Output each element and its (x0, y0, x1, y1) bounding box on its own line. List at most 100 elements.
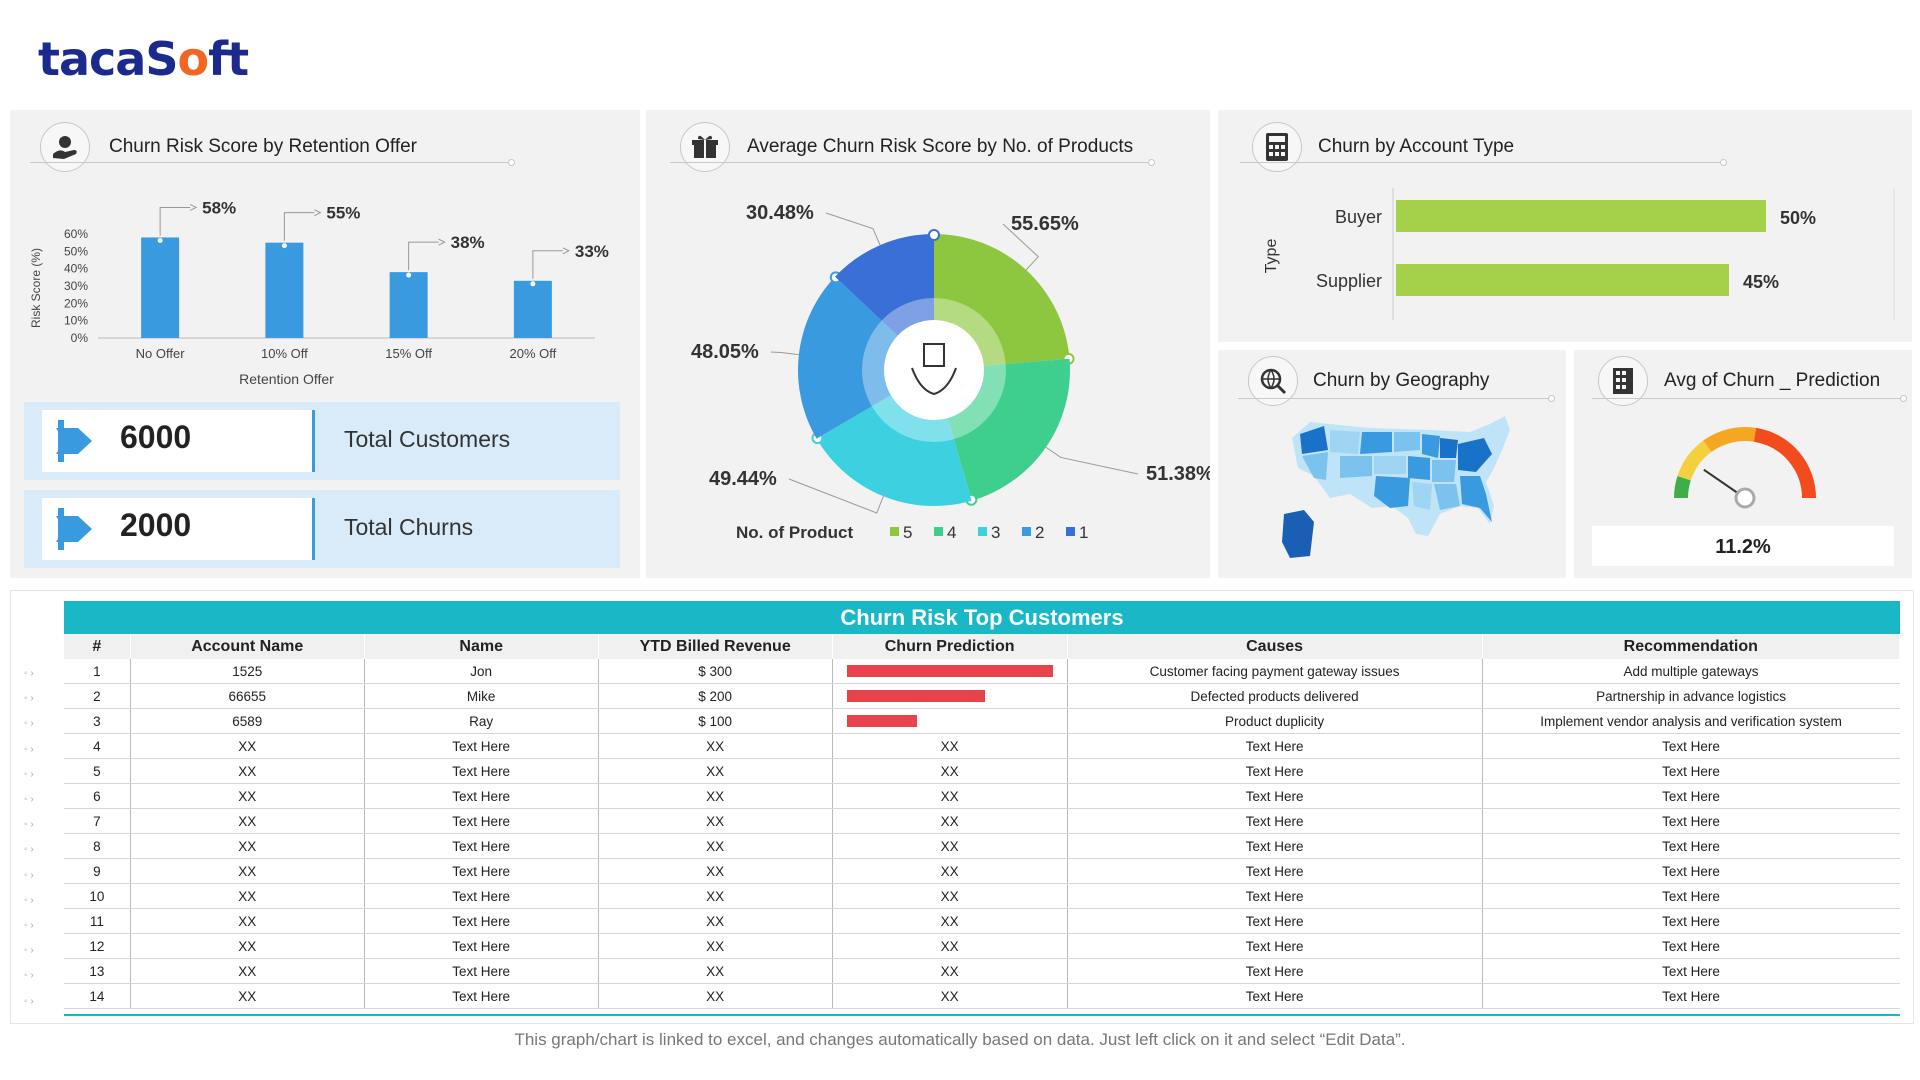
cell-recommendation: Text Here (1482, 958, 1900, 984)
table-row[interactable]: 8 XX Text Here XX XX Text Here Text Here (64, 833, 1900, 859)
row-expand-handle[interactable]: ◦ › (24, 970, 34, 982)
row-expand-handle[interactable]: ◦ › (24, 743, 34, 755)
us-region (1432, 460, 1456, 482)
retention-chart: 60% 50% 40% 30% 20% 10% 0% Risk Score (%) 58% No … (29, 198, 609, 387)
pie-callout-line (1045, 446, 1139, 475)
pie-callout-line (770, 351, 799, 356)
kpi-value: 6000 (120, 419, 192, 455)
us-region (1300, 426, 1328, 454)
row-expand-handle[interactable]: ◦ › (24, 945, 34, 957)
y-tick-label: 0% (71, 331, 89, 345)
gauge-hub (1734, 487, 1756, 509)
legend-swatch (1022, 527, 1031, 536)
building-icon (1598, 356, 1648, 406)
hbar-data-label: 45% (1743, 272, 1779, 292)
hands-box-icon (911, 343, 957, 396)
cell-revenue: XX (598, 983, 833, 1009)
customers-table: # Account Name Name YTD Billed Revenue C… (64, 634, 1901, 1009)
table-row[interactable]: 5 XX Text Here XX XX Text Here Text Here (64, 758, 1900, 784)
cell-account-name: 1525 (130, 659, 365, 684)
row-handles[interactable]: ◦ › ◦ › ◦ › ◦ › ◦ › ◦ › ◦ › ◦ › ◦ › ◦ › ◦ › ◦ › ◦ › ◦… (24, 668, 54, 1008)
table-row[interactable]: 4 XX Text Here XX XX Text Here Text Here (64, 733, 1900, 759)
col-header-account: Account Name (130, 634, 365, 659)
row-expand-handle[interactable]: ◦ › (24, 995, 34, 1007)
hands-outline (911, 367, 957, 396)
bar-data-label: 55% (326, 204, 360, 223)
kpi-total-churns: 2000 Total Churns (24, 490, 620, 568)
x-tick-label: 10% Off (261, 346, 308, 361)
table-row[interactable]: 10 XX Text Here XX XX Text Here Text Here (64, 883, 1900, 909)
us-region (1440, 438, 1458, 458)
bar-data-label: 58% (202, 198, 236, 217)
prediction-title-rule (1592, 395, 1907, 402)
row-expand-handle[interactable]: ◦ › (24, 894, 34, 906)
y-axis-title: Type (1263, 239, 1280, 274)
table-row[interactable]: 7 XX Text Here XX XX Text Here Text Here (64, 808, 1900, 834)
kpi-label: Total Customers (344, 426, 511, 452)
row-expand-handle[interactable]: ◦ › (24, 920, 34, 931)
account-title: Churn by Account Type (1318, 136, 1515, 157)
row-expand-handle[interactable]: ◦ › (24, 718, 34, 730)
cell-cause: Text Here (1067, 833, 1483, 859)
category-label: Buyer (1335, 207, 1382, 227)
cell-number: 3 (64, 708, 131, 734)
row-expand-handle[interactable]: ◦ › (24, 819, 34, 831)
callout-line (159, 206, 191, 236)
row-expand-handle[interactable]: ◦ › (24, 693, 34, 705)
cell-cause: Text Here (1067, 758, 1483, 784)
kpi-total-customers: 6000 Total Customers (24, 402, 620, 480)
table-row[interactable]: 13 XX Text Here XX XX Text Here Text Here (64, 958, 1900, 984)
table-row[interactable]: 2 66655 Mike $ 200 Defected products deliver… (64, 683, 1900, 709)
us-region (1408, 456, 1430, 480)
arrow-tag-icon (56, 508, 92, 550)
table-header-row: # Account Name Name YTD Billed Revenue C… (64, 634, 1901, 659)
cell-account-name: XX (130, 858, 365, 884)
bar (141, 237, 180, 338)
legend-label: 4 (947, 523, 956, 542)
table-row[interactable]: 14 XX Text Here XX XX Text Here Text Here (64, 983, 1900, 1009)
col-header-prediction: Churn Prediction (832, 634, 1068, 659)
table-row[interactable]: 11 XX Text Here XX XX Text Here Text Here (64, 908, 1900, 934)
churn-prediction-bar (846, 715, 917, 727)
row-expand-handle[interactable]: ◦ › (24, 768, 34, 780)
cell-recommendation: Text Here (1482, 758, 1900, 784)
cell-churn-prediction: XX (832, 733, 1068, 759)
cell-name: Text Here (364, 958, 599, 984)
y-tick-label: 20% (64, 296, 88, 310)
cell-cause: Text Here (1067, 958, 1483, 984)
retention-title: Churn Risk Score by Retention Offer (109, 136, 418, 157)
legend-swatch (1066, 527, 1075, 536)
us-region (1394, 432, 1420, 452)
gauge-value-box (1592, 526, 1894, 566)
table-row[interactable]: 6 XX Text Here XX XX Text Here Text Here (64, 783, 1900, 809)
table-row[interactable]: 12 XX Text Here XX XX Text Here Text Here (64, 933, 1900, 959)
row-expand-handle[interactable]: ◦ › (24, 844, 34, 856)
cell-revenue: XX (598, 933, 833, 959)
cell-account-name: XX (130, 983, 365, 1009)
cell-revenue: XX (598, 908, 833, 934)
products-title-rule (670, 159, 1155, 166)
cell-recommendation: Text Here (1482, 858, 1900, 884)
table-row[interactable]: 1 1525 Jon $ 300 Customer facing payment gat… (64, 659, 1900, 684)
cell-account-name: XX (130, 758, 365, 784)
donut-center (884, 320, 984, 420)
cell-account-name: XX (130, 883, 365, 909)
table-row[interactable]: 9 XX Text Here XX XX Text Here Text Here (64, 858, 1900, 884)
legend-label: 3 (991, 523, 1000, 542)
cell-cause: Text Here (1067, 908, 1483, 934)
cell-account-name: 6589 (130, 708, 365, 734)
row-expand-handle[interactable]: ◦ › (24, 668, 34, 679)
table-row[interactable]: 3 6589 Ray $ 100 Product duplicity Implement … (64, 708, 1900, 734)
retention-title-rule (30, 159, 515, 166)
row-expand-handle[interactable]: ◦ › (24, 794, 34, 805)
us-region (1340, 456, 1372, 478)
cell-number: 8 (64, 833, 131, 859)
footer-note: This graph/chart is linked to excel, and… (514, 1030, 1406, 1049)
row-expand-handle[interactable]: ◦ › (24, 869, 34, 881)
cell-churn-prediction (832, 708, 1068, 734)
gauge-band-green (1674, 476, 1691, 499)
cell-revenue: $ 100 (598, 708, 833, 734)
x-axis-title: Retention Offer (239, 371, 334, 387)
pie-callout-line (788, 478, 884, 514)
cell-name: Text Here (364, 933, 599, 959)
